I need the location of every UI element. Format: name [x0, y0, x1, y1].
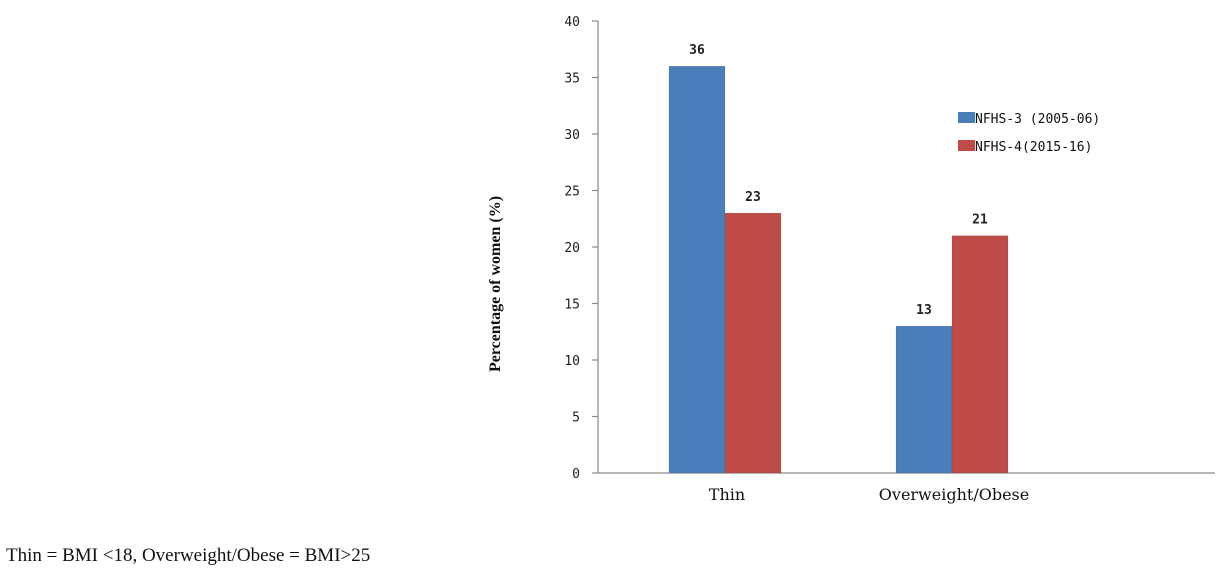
data-label: 23	[745, 190, 761, 205]
bar	[895, 325, 953, 474]
chart-footnote: Thin = BMI <18, Overweight/Obese = BMI>2…	[6, 545, 371, 566]
legend-label: NFHS-4(2015-16)	[975, 140, 1092, 155]
data-label: 36	[689, 43, 705, 58]
bar	[668, 65, 726, 474]
y-tick-label: 40	[564, 15, 580, 30]
bar	[951, 235, 1009, 474]
bar	[724, 212, 782, 474]
data-label: 21	[972, 213, 988, 228]
chart-axes: 0 5 10 15 20 25 30 35 40 Percentage of women (%)	[487, 15, 1215, 482]
y-tick-label: 25	[564, 185, 580, 200]
y-tick-label: 5	[572, 411, 580, 426]
chart-labels: 36 23 Thin 13 21 Overweight/Obese	[689, 43, 1029, 504]
data-label: 13	[916, 303, 932, 318]
y-tick-label: 0	[572, 467, 580, 482]
y-axis-label: Percentage of women (%)	[487, 196, 504, 372]
chart-bars	[668, 65, 1009, 474]
x-category-label: Overweight/Obese	[879, 485, 1029, 504]
y-tick-label: 15	[564, 298, 580, 313]
x-category-label: Thin	[709, 485, 745, 504]
y-tick-label: 10	[564, 354, 580, 369]
chart-legend: NFHS-3 (2005-06) NFHS-4(2015-16)	[958, 112, 1100, 155]
legend-label: NFHS-3 (2005-06)	[975, 112, 1100, 127]
y-tick-label: 35	[564, 72, 580, 87]
y-tick-label: 20	[564, 241, 580, 256]
legend-swatch	[958, 112, 975, 123]
legend-swatch	[958, 140, 975, 151]
y-tick-label: 30	[564, 128, 580, 143]
